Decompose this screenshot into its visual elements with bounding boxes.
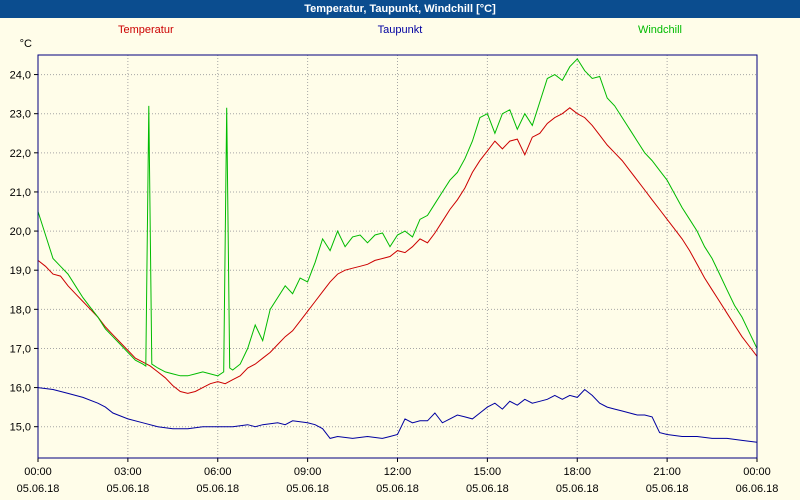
x-date-label: 05.06.18 [17,483,60,495]
x-tick-label: 15:00 [474,466,502,478]
x-date-label: 05.06.18 [376,483,419,495]
y-tick-label: 24,0 [10,70,31,82]
x-tick-label: 06:00 [204,466,232,478]
x-date-label: 05.06.18 [556,483,599,495]
y-tick-label: 20,0 [10,226,31,238]
chart-svg: 15,0 16,0 17,0 18,0 19,0 20,0 21,0 22,0 23,0 24,0… [10,38,779,495]
y-tick-label: 15,0 [10,422,31,434]
x-date-label: 06.06.18 [736,483,779,495]
x-tick-label: 00:00 [24,466,52,478]
x-date-label: 05.06.18 [286,483,329,495]
y-tick-label: 22,0 [10,148,31,160]
series-windchill-line [37,58,758,377]
y-tick-label: 23,0 [10,109,31,121]
x-tick-label: 21:00 [653,466,681,478]
legend-label-temperatur: Temperatur [118,24,174,36]
plot-border [37,54,758,459]
legend-label-taupunkt: Taupunkt [377,24,423,36]
x-tick-label: 18:00 [563,466,591,478]
y-tick-label: 21,0 [10,187,31,199]
x-tick-label: 12:00 [384,466,412,478]
y-axis-unit-label: °C [20,38,32,50]
legend: Temperatur Taupunkt Windchill [0,24,800,40]
x-date-label: 05.06.18 [646,483,689,495]
x-date-label: 05.06.18 [466,483,509,495]
x-date-label: 05.06.18 [196,483,239,495]
chart-title: Temperatur, Taupunkt, Windchill [°C] [304,3,496,15]
series-taupunkt-line [37,387,758,443]
x-tick-label: 00:00 [743,466,771,478]
series-temperatur-line [37,107,758,394]
x-tick-label: 09:00 [294,466,322,478]
x-tick-label: 03:00 [114,466,142,478]
legend-label-windchill: Windchill [637,24,682,36]
y-tick-label: 19,0 [10,265,31,277]
y-tick-label: 17,0 [10,343,31,355]
y-tick-label: 16,0 [10,383,31,395]
y-tick-label: 18,0 [10,304,31,316]
title-bar: Temperatur, Taupunkt, Windchill [°C] [0,0,800,18]
x-date-label: 05.06.18 [106,483,149,495]
